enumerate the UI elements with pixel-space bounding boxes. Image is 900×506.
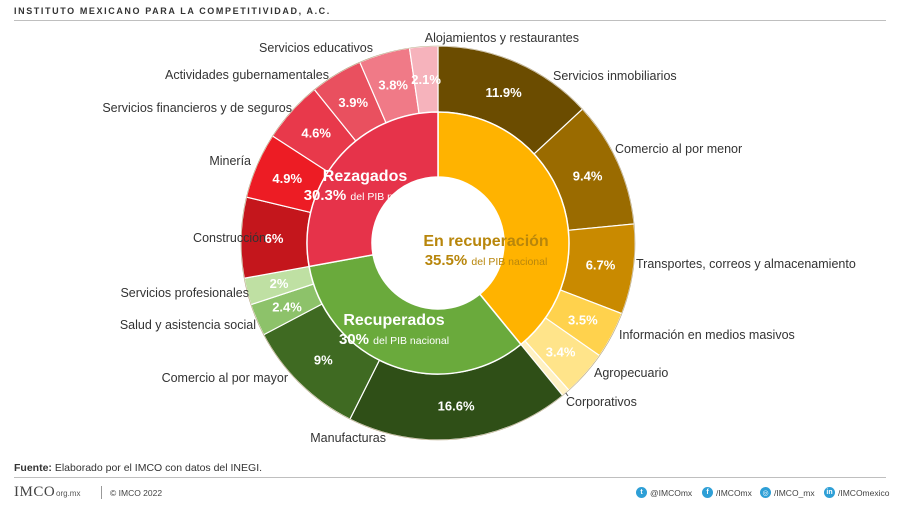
sector-name-salud-y-asistencia-social: Salud y asistencia social <box>120 318 256 332</box>
sector-name-mineria: Minería <box>209 154 251 168</box>
social-handle: @IMCOmx <box>650 487 693 498</box>
slice-value-label: 3.5% <box>568 312 598 327</box>
footer: IMCO org.mx © IMCO 2022 t @IMCOmx f /IMC… <box>14 484 889 502</box>
slice-value-label: 16.6% <box>438 398 475 413</box>
slice-labels: 11.9% 9.4% 6.7% 3.5% 3.4% 16.6% 9% 2.4% 2% 6% 4.9%… <box>265 72 616 414</box>
sector-name-manufacturas: Manufacturas <box>310 431 386 445</box>
group-labels: En recuperación 35.5% del PIB nacional Rec… <box>304 168 549 348</box>
sector-name-agropecuario: Agropecuario <box>594 366 668 380</box>
group-name-rezagados: Rezagados <box>323 168 408 185</box>
sector-name-alojamientos-y-restaurantes: Alojamientos y restaurantes <box>425 31 579 45</box>
sector-name-actividades-gubernamentales: Actividades gubernamentales <box>165 68 329 82</box>
org-title: INSTITUTO MEXICANO PARA LA COMPETITIVIDA… <box>14 6 331 16</box>
group-share-rezagados: 30.3% del PIB nacional <box>304 187 427 204</box>
outer-ring <box>240 45 636 441</box>
slice-value-label: 6% <box>265 231 284 246</box>
sector-name-comercio-al-por-menor: Comercio al por menor <box>615 142 742 156</box>
copyright: © IMCO 2022 <box>110 488 163 498</box>
slice-value-label: 11.9% <box>486 85 523 100</box>
source-label: Fuente: <box>14 462 52 474</box>
source-text: Elaborado por el IMCO con datos del INEG… <box>51 462 263 474</box>
group-share-en-recuperacion: 35.5% del PIB nacional <box>425 252 548 269</box>
slice-value-label: 3.9% <box>338 95 368 110</box>
slice-value-label: 4.6% <box>301 126 331 141</box>
sector-name-transportes-correos-y-almacenamiento: Transportes, correos y almacenamiento <box>636 257 856 271</box>
footer-divider <box>14 477 886 478</box>
instagram-icon: ◎ <box>760 487 771 498</box>
social-twitter[interactable]: t @IMCOmx <box>636 487 692 498</box>
slice-value-label: 9% <box>314 353 333 368</box>
social-handle: /IMCOmexico <box>838 487 890 498</box>
group-name-en-recuperacion: En recuperación <box>423 233 548 250</box>
logo-domain: org.mx <box>56 489 81 498</box>
leader-lines <box>565 392 569 397</box>
sector-name-corporativos: Corporativos <box>566 395 637 409</box>
source-note: Fuente: Elaborado por el IMCO con datos … <box>14 462 262 474</box>
group-share-recuperados: 30% del PIB nacional <box>339 331 449 348</box>
sector-name-construccion: Construcción <box>193 231 266 245</box>
footer-separator <box>101 486 102 499</box>
sector-names: Servicios inmobiliarios Comercio al por m… <box>102 31 856 445</box>
slice-value-label: 3.8% <box>378 78 408 93</box>
sector-name-servicios-financieros-y-de-seguros: Servicios financieros y de seguros <box>102 101 292 115</box>
sector-name-servicios-educativos: Servicios educativos <box>259 41 373 55</box>
sector-name-comercio-al-por-mayor: Comercio al por mayor <box>162 371 288 385</box>
sector-name-servicios-profesionales: Servicios profesionales <box>120 286 249 300</box>
social-linkedin[interactable]: in /IMCOmexico <box>824 487 889 498</box>
social-handle: /IMCOmx <box>716 487 752 498</box>
slice-value-label: 2.4% <box>272 300 302 315</box>
facebook-icon: f <box>702 487 713 498</box>
slice-value-label: 6.7% <box>586 258 616 273</box>
slice-value-label: 4.9% <box>272 171 302 186</box>
slice-value-label: 2.1% <box>411 72 441 87</box>
group-name-recuperados: Recuperados <box>343 312 444 329</box>
leader-line <box>565 392 569 397</box>
slice-value-label: 2% <box>270 276 289 291</box>
slice-value-label: 9.4% <box>573 168 603 183</box>
sector-name-informacion-en-medios-masivos: Información en medios masivos <box>619 328 795 342</box>
slice-value-label: 3.4% <box>546 344 576 359</box>
donut-hole <box>372 177 504 309</box>
outer-ring-border <box>240 45 636 441</box>
twitter-icon: t <box>636 487 647 498</box>
linkedin-icon: in <box>824 487 835 498</box>
sector-name-servicios-inmobiliarios: Servicios inmobiliarios <box>553 69 677 83</box>
social-instagram[interactable]: ◎ /IMCO_mx <box>760 487 815 498</box>
social-handle: /IMCO_mx <box>774 487 815 498</box>
social-facebook[interactable]: f /IMCOmx <box>702 487 752 498</box>
inner-ring <box>306 111 570 375</box>
imco-logo[interactable]: IMCO <box>14 484 56 500</box>
sunburst-chart: 11.9% 9.4% 6.7% 3.5% 3.4% 16.6% 9% 2.4% 2% 6% 4.9%… <box>102 31 856 445</box>
header-divider <box>14 20 886 21</box>
